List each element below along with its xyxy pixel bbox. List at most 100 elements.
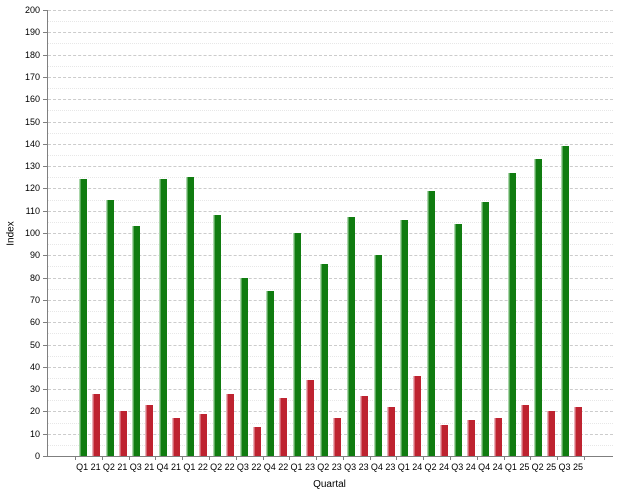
y-tick-label: 170	[24, 71, 40, 82]
bar-green-series	[132, 226, 141, 456]
x-tick	[289, 457, 291, 460]
x-tick	[75, 457, 76, 460]
bar-green-series	[373, 255, 382, 456]
x-tick-label: Q2 22	[210, 462, 235, 472]
gridline-major	[48, 389, 613, 391]
y-tick	[43, 299, 47, 301]
gridline-minor	[48, 132, 613, 134]
y-tick	[43, 10, 47, 11]
gridline-minor	[48, 355, 613, 357]
bar-group	[130, 10, 157, 456]
bar-red-series	[547, 411, 556, 456]
x-axis-labels: Q1 21 Q2 21 Q3 21 Q4 21 Q1 22 Q2 22 Q3 22 Q4 22…	[47, 462, 612, 473]
gridline-major	[48, 344, 613, 346]
bar-red-series	[493, 418, 502, 456]
gridline-major	[48, 255, 613, 257]
x-tick-label: Q3 25	[558, 462, 583, 472]
bar-red-series	[91, 393, 100, 456]
y-tick	[43, 255, 47, 257]
gridline-minor	[48, 110, 613, 112]
x-tick	[450, 457, 452, 460]
gridline-minor	[48, 199, 613, 201]
y-tick-label: 60	[29, 317, 40, 328]
bar-group	[156, 10, 183, 456]
x-tick-label: Q4 21	[156, 462, 182, 472]
bar-green-series	[534, 159, 543, 456]
gridline-major	[48, 210, 613, 212]
x-tick	[262, 457, 264, 460]
x-tick	[503, 457, 505, 460]
y-tick	[43, 188, 47, 190]
y-tick	[43, 277, 47, 279]
x-tick	[316, 457, 318, 460]
gridline-major	[48, 121, 613, 123]
y-tick	[43, 322, 47, 324]
x-tick	[530, 457, 532, 460]
x-axis-ticks	[47, 457, 612, 461]
x-tick	[369, 457, 371, 460]
y-tick	[43, 54, 47, 56]
bar-red-series	[440, 424, 449, 456]
bar-red-series	[359, 395, 368, 456]
x-tick-label: Q3 24	[451, 462, 476, 472]
gridline-minor	[48, 400, 613, 402]
gridline-major	[48, 99, 613, 101]
gridline-major	[48, 188, 613, 190]
bar-red-series	[413, 375, 422, 456]
x-tick-label: Q2 24	[424, 462, 450, 472]
bars-container	[48, 10, 613, 456]
bar-group	[210, 10, 237, 456]
bar-group	[505, 10, 532, 456]
bar-group	[290, 10, 317, 456]
gridline-minor	[48, 43, 613, 45]
x-tick-label: Q3 21	[129, 462, 155, 472]
y-tick	[43, 210, 47, 212]
gridline-major	[48, 10, 613, 11]
bar-green-series	[320, 264, 329, 456]
bar-red-series	[520, 404, 529, 456]
bar-green-series	[561, 146, 570, 456]
x-axis-title: Quartal	[313, 479, 346, 490]
bar-red-series	[306, 380, 315, 456]
y-tick	[43, 389, 47, 391]
y-tick-label: 10	[29, 428, 40, 439]
y-tick	[43, 456, 47, 457]
gridline-minor	[48, 221, 613, 223]
gridline-minor	[48, 177, 613, 179]
bar-red-series	[386, 406, 395, 456]
x-tick-label: Q1 25	[504, 462, 530, 472]
x-tick-label: Q2 23	[317, 462, 342, 472]
bar-group	[344, 10, 371, 456]
bar-green-series	[427, 190, 436, 456]
x-tick	[155, 457, 157, 460]
x-tick	[584, 457, 585, 460]
y-tick-label: 200	[24, 5, 40, 15]
x-tick-label: Q4 24	[478, 462, 503, 472]
x-tick-label: Q2 25	[531, 462, 557, 472]
x-tick	[101, 457, 103, 460]
bar-green-series	[105, 199, 114, 456]
gridline-major	[48, 54, 613, 56]
x-tick-label: Q1 24	[397, 462, 423, 472]
y-tick	[43, 99, 47, 101]
bar-red-series	[467, 420, 476, 456]
gridline-major	[48, 166, 613, 168]
y-tick-label: 160	[24, 94, 40, 105]
bar-group	[532, 10, 559, 456]
x-tick	[423, 457, 425, 460]
x-tick-label: Q1 22	[183, 462, 208, 472]
bar-group	[451, 10, 478, 456]
y-tick-label: 80	[29, 272, 40, 283]
gridline-minor	[48, 333, 613, 335]
y-tick-label: 140	[24, 138, 40, 149]
gridline-minor	[48, 266, 613, 268]
bar-green-series	[507, 172, 516, 456]
y-tick-label: 120	[24, 183, 40, 194]
bar-group	[398, 10, 425, 456]
bar-group	[237, 10, 264, 456]
bar-red-series	[145, 404, 154, 456]
gridline-minor	[48, 422, 613, 424]
gridline-major	[48, 366, 613, 368]
bar-green-series	[186, 177, 195, 456]
bar-green-series	[454, 224, 463, 456]
